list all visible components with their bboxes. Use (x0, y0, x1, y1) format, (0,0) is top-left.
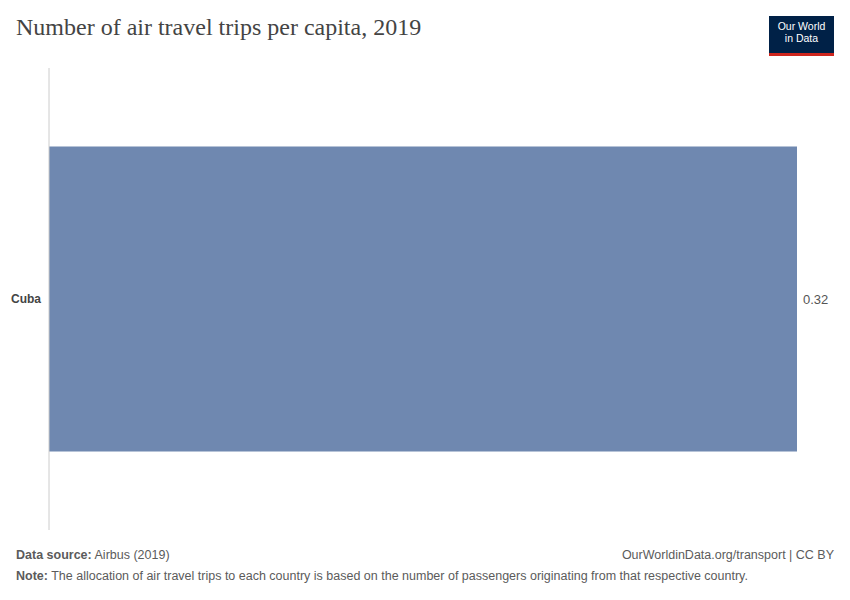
html-text:Our World: Our World (777, 20, 826, 32)
html-text:in Data: in Data (784, 32, 819, 44)
svg-text:0.32: 0.32 (803, 292, 828, 307)
html-text:OurWorldinData.org/transport |: OurWorldinData.org/transport | CC BY (621, 548, 834, 562)
html-text:Number of air travel trips per: Number of air travel trips per capita, 2… (16, 14, 422, 40)
html-text:Data source: Airbus (2019): Data source: Airbus (2019) (16, 548, 170, 562)
html-text:Note: The allocation of air tr: Note: The allocation of air travel trips… (16, 569, 748, 583)
svg-text:Cuba: Cuba (11, 292, 41, 306)
